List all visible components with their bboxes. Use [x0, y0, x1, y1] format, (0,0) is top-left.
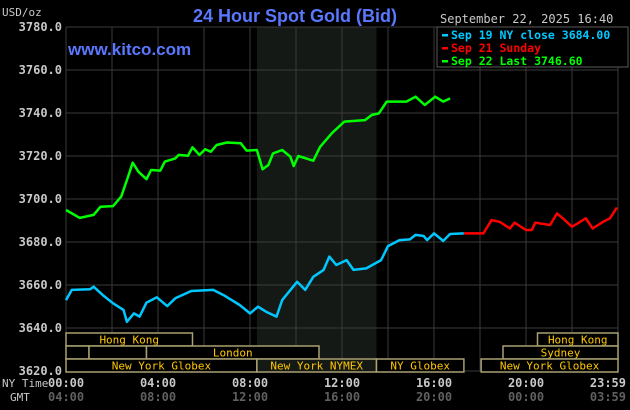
x-tick-ny: 20:00 — [508, 376, 544, 390]
session-box — [480, 358, 619, 373]
y-tick-label: 3760.0 — [19, 63, 62, 77]
legend-swatch — [442, 34, 448, 37]
x-tick-ny: 16:00 — [416, 376, 452, 390]
ny-time-label: NY Time — [2, 377, 48, 390]
y-tick-label: 3660.0 — [19, 278, 62, 292]
series-line-0 — [64, 232, 464, 324]
session-label: Sydney — [541, 347, 581, 360]
x-tick-gmt: 00:00 — [508, 390, 544, 404]
x-tick-ny: 00:00 — [48, 376, 84, 390]
unit-label: USD/oz — [2, 6, 42, 19]
legend-entry: Sep 19 NY close 3684.00 — [451, 28, 610, 42]
session-label: London — [213, 347, 253, 360]
y-axis: 3620.0 3640.0 3660.0 3680.0 3700.0 3720.0 3740… — [19, 20, 62, 378]
y-tick-label: 3680.0 — [19, 235, 62, 249]
gmt-label: GMT — [10, 391, 30, 404]
y-tick-label: 3740.0 — [19, 106, 62, 120]
timestamp: September 22, 2025 16:40 — [440, 12, 613, 26]
legend-box — [436, 26, 629, 68]
x-tick-ny: 08:00 — [232, 376, 268, 390]
x-tick-ny: 23:59 — [590, 376, 626, 390]
legend-swatch — [442, 47, 448, 50]
session-label: NY Globex — [390, 360, 450, 373]
legend-entry: Sep 21 Sunday — [451, 41, 541, 55]
x-tick-gmt: 20:00 — [416, 390, 452, 404]
session-label: Hong Kong — [548, 334, 608, 347]
x-tick-gmt: 08:00 — [140, 390, 176, 404]
y-tick-label: 3640.0 — [19, 321, 62, 335]
grid — [65, 26, 619, 372]
session-box — [88, 345, 148, 360]
session-box — [375, 358, 465, 373]
x-tick-ny: 12:00 — [324, 376, 360, 390]
session-label: New York NYMEX — [270, 360, 363, 373]
session-label: Hong Kong — [99, 334, 159, 347]
legend-swatch — [442, 60, 448, 63]
y-tick-label: 3700.0 — [19, 192, 62, 206]
x-tick-ny: 04:00 — [140, 376, 176, 390]
x-tick-gmt: 03:59 — [590, 390, 626, 404]
session-box — [65, 345, 90, 360]
x-axis: NY TimeGMT00:0004:0004:0008:0008:0012:00… — [2, 376, 626, 404]
y-tick-label: 3780.0 — [19, 20, 62, 34]
series-line-2 — [65, 95, 451, 220]
legend-entry: Sep 22 Last 3746.60 — [451, 54, 583, 68]
y-tick-label: 3720.0 — [19, 149, 62, 163]
chart-title: 24 Hour Spot Gold (Bid) — [193, 6, 397, 26]
site-watermark: www.kitco.com — [67, 40, 191, 59]
series-lines — [64, 95, 618, 324]
x-tick-gmt: 12:00 — [232, 390, 268, 404]
session-label: New York Globex — [112, 360, 212, 373]
x-tick-gmt: 16:00 — [324, 390, 360, 404]
session-label: New York Globex — [500, 360, 600, 373]
x-tick-gmt: 04:00 — [48, 390, 84, 404]
series-line-1 — [463, 206, 618, 235]
y-tick-label: 3620.0 — [19, 364, 62, 378]
